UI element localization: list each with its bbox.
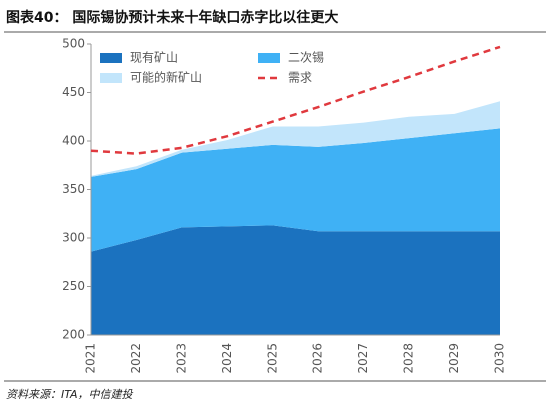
x-tick-label: 2027 <box>356 343 370 374</box>
y-tick-label: 400 <box>62 134 85 148</box>
legend-swatch <box>100 73 122 83</box>
area <box>91 128 500 252</box>
y-tick-label: 450 <box>62 85 85 99</box>
legend-swatch <box>100 53 122 63</box>
y-tick-label: 300 <box>62 231 85 245</box>
y-tick-label: 250 <box>62 279 85 293</box>
x-tick-label: 2023 <box>174 343 188 374</box>
x-tick-label: 2024 <box>220 343 234 374</box>
x-tick-label: 2030 <box>493 343 507 374</box>
y-tick-label: 350 <box>62 182 85 196</box>
legend-label: 二次锡 <box>288 50 324 65</box>
area <box>91 225 500 335</box>
y-tick-label: 200 <box>62 328 85 342</box>
x-tick-label: 2022 <box>129 343 143 374</box>
line <box>90 45 501 155</box>
x-tick-label: 2028 <box>402 343 416 374</box>
x-tick-label: 2029 <box>447 343 461 374</box>
legend-label: 可能的新矿山 <box>130 70 202 85</box>
x-tick-label: 2025 <box>265 343 279 374</box>
legend-swatch <box>258 53 280 63</box>
legend-label: 需求 <box>288 71 312 85</box>
x-tick-label: 2021 <box>84 343 98 374</box>
legend-label: 现有矿山 <box>130 51 178 65</box>
area <box>91 101 500 177</box>
x-tick-label: 2026 <box>311 343 325 374</box>
chart-title: 图表40： 国际锡协预计未来十年缺口赤字比以往更大 <box>6 9 338 26</box>
y-tick-label: 500 <box>62 37 85 51</box>
source: 资料来源：ITA，中信建投 <box>6 388 133 401</box>
